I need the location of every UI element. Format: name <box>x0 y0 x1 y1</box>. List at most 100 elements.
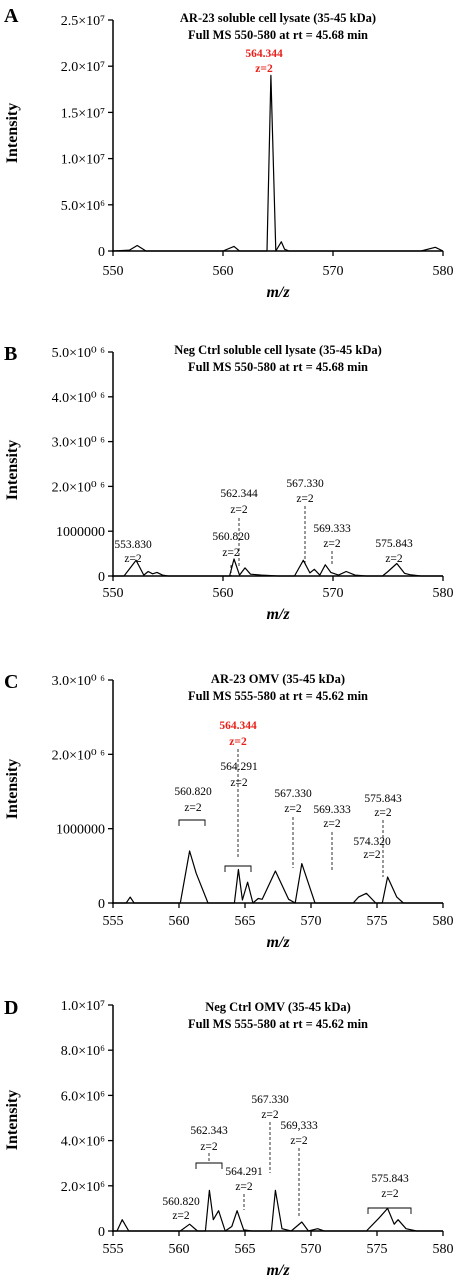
peak-charge-label: z=2 <box>374 807 392 819</box>
x-tick-label: 575 <box>367 1242 388 1257</box>
y-tick-label: 6.0×10⁶ <box>61 1089 105 1104</box>
x-tick-label: 560 <box>169 1242 190 1257</box>
chart-panel-b: B Neg Ctrl soluble cell lysate (35-45 kDa… <box>4 343 454 623</box>
y-tick-label: 4.0×10⁰ ⁶ <box>52 391 106 406</box>
peak-charge-label: z=2 <box>200 1141 218 1153</box>
y-tick-label: 2.0×10⁷ <box>61 60 105 75</box>
x-tick-label: 560 <box>213 264 234 279</box>
spectrum-line <box>113 850 443 904</box>
chart-panel-d: D Neg Ctrl OMV (35-45 kDa) Full MS 555-580… <box>4 997 454 1279</box>
x-tick-label: 565 <box>235 914 256 929</box>
y-axis-label: Intensity <box>4 1090 21 1150</box>
isotope-bracket <box>178 819 206 826</box>
chart-title: AR-23 OMV (35-45 kDa) <box>211 672 345 686</box>
isotope-bracket <box>195 1162 223 1169</box>
spectrum-line <box>113 558 443 577</box>
peak-label: 567.330 <box>251 1094 289 1106</box>
peak-charge-label: z=2 <box>284 803 302 815</box>
y-tick-label: 2.0×10⁰ ⁶ <box>52 480 106 495</box>
peak-charge-label: z=2 <box>222 547 240 559</box>
x-tick-label: 580 <box>433 1242 454 1257</box>
chart-subtitle: Full MS 550-580 at rt = 45.68 min <box>188 360 368 374</box>
peak-label: 569,333 <box>280 1120 318 1132</box>
y-tick-label: 5.0×10⁶ <box>61 199 105 214</box>
x-tick-label: 550 <box>103 264 124 279</box>
x-tick-label: 560 <box>169 914 190 929</box>
y-tick-label: 3.0×10⁰ ⁶ <box>52 674 106 689</box>
peak-label: 575.843 <box>375 538 413 550</box>
peak-label: 564.344 <box>245 48 283 60</box>
x-axis-label: m/z <box>266 1262 290 1279</box>
peak-label: 575.843 <box>371 1173 409 1185</box>
x-axis-label: m/z <box>266 606 290 623</box>
peak-label: 567.330 <box>286 478 324 490</box>
y-tick-label: 0 <box>98 1225 105 1240</box>
panel-letter: A <box>4 5 19 27</box>
y-tick-label: 1.5×10⁷ <box>61 106 105 121</box>
peak-label: 562.344 <box>220 488 258 500</box>
peak-label: 564.291 <box>220 761 258 773</box>
peak-charge-label: z=2 <box>230 504 248 516</box>
y-tick-label: 0 <box>98 570 105 585</box>
y-tick-label: 0 <box>98 245 105 260</box>
x-tick-label: 570 <box>301 914 322 929</box>
x-tick-label: 565 <box>235 1242 256 1257</box>
x-tick-label: 580 <box>433 264 454 279</box>
y-tick-label: 4.0×10⁶ <box>61 1135 105 1150</box>
y-axis-label: Intensity <box>4 759 21 819</box>
x-axis-label: m/z <box>266 284 290 301</box>
panel-letter: B <box>4 343 17 365</box>
peak-charge-label: z=2 <box>261 1109 279 1121</box>
peak-charge-label: z=2 <box>255 63 273 75</box>
x-tick-label: 555 <box>103 1242 124 1257</box>
y-tick-label: 2.5×10⁷ <box>61 14 105 29</box>
x-tick-label: 570 <box>301 1242 322 1257</box>
y-tick-label: 1000000 <box>56 525 105 540</box>
peak-charge-label: z=2 <box>230 777 248 789</box>
peak-charge-label: z=2 <box>385 553 403 565</box>
chart-subtitle: Full MS 555-580 at rt = 45.62 min <box>188 689 368 703</box>
peak-label: 569.333 <box>313 523 351 535</box>
panel-letter: D <box>4 997 18 1019</box>
x-tick-label: 555 <box>103 914 124 929</box>
x-tick-label: 575 <box>367 914 388 929</box>
peak-charge-label: z=2 <box>290 1135 308 1147</box>
peak-charge-label: z=2 <box>363 849 381 861</box>
y-tick-label: 2.0×10⁰ ⁶ <box>52 748 106 763</box>
peak-charge-label: z=2 <box>323 538 341 550</box>
isotope-bracket <box>367 1207 412 1214</box>
peak-label: 575.843 <box>364 793 402 805</box>
peak-charge-label: z=2 <box>172 1210 190 1222</box>
y-tick-label: 5.0×10⁰ ⁶ <box>52 346 106 361</box>
peak-charge-label: z=2 <box>381 1188 399 1200</box>
x-tick-label: 580 <box>433 586 454 601</box>
x-tick-label: 570 <box>323 586 344 601</box>
chart-title: AR-23 soluble cell lysate (35-45 kDa) <box>180 11 376 25</box>
y-axis-label: Intensity <box>4 440 21 500</box>
chart-panel-a: A AR-23 soluble cell lysate (35-45 kDa) Fu… <box>4 5 454 301</box>
panel-letter: C <box>4 671 18 693</box>
peak-label: 560.820 <box>212 531 250 543</box>
chart-panel-c: C AR-23 OMV (35-45 kDa) Full MS 555-580 at… <box>4 671 454 951</box>
peak-label: 560.820 <box>174 786 212 798</box>
peak-charge-label: z=2 <box>323 818 341 830</box>
peak-charge-label: z=2 <box>296 493 314 505</box>
y-tick-label: 1.0×10⁷ <box>61 999 105 1014</box>
x-tick-label: 570 <box>323 264 344 279</box>
y-tick-label: 8.0×10⁶ <box>61 1044 105 1059</box>
peak-label: 560.820 <box>162 1196 200 1208</box>
x-tick-label: 560 <box>213 586 234 601</box>
peak-charge-label: z=2 <box>184 802 202 814</box>
y-tick-label: 1.0×10⁷ <box>61 153 105 168</box>
x-tick-label: 550 <box>103 586 124 601</box>
chart-subtitle: Full MS 550-580 at rt = 45.68 min <box>188 28 368 42</box>
peak-label: 574.320 <box>353 836 391 848</box>
peak-label: 553.830 <box>114 539 152 551</box>
peak-label: 564.291 <box>225 1166 263 1178</box>
x-axis-label: m/z <box>266 934 290 951</box>
peak-charge-label: z=2 <box>235 1181 253 1193</box>
y-tick-label: 0 <box>98 897 105 912</box>
y-tick-label: 3.0×10⁰ ⁶ <box>52 436 106 451</box>
chart-title: Neg Ctrl soluble cell lysate (35-45 kDa) <box>174 343 382 357</box>
